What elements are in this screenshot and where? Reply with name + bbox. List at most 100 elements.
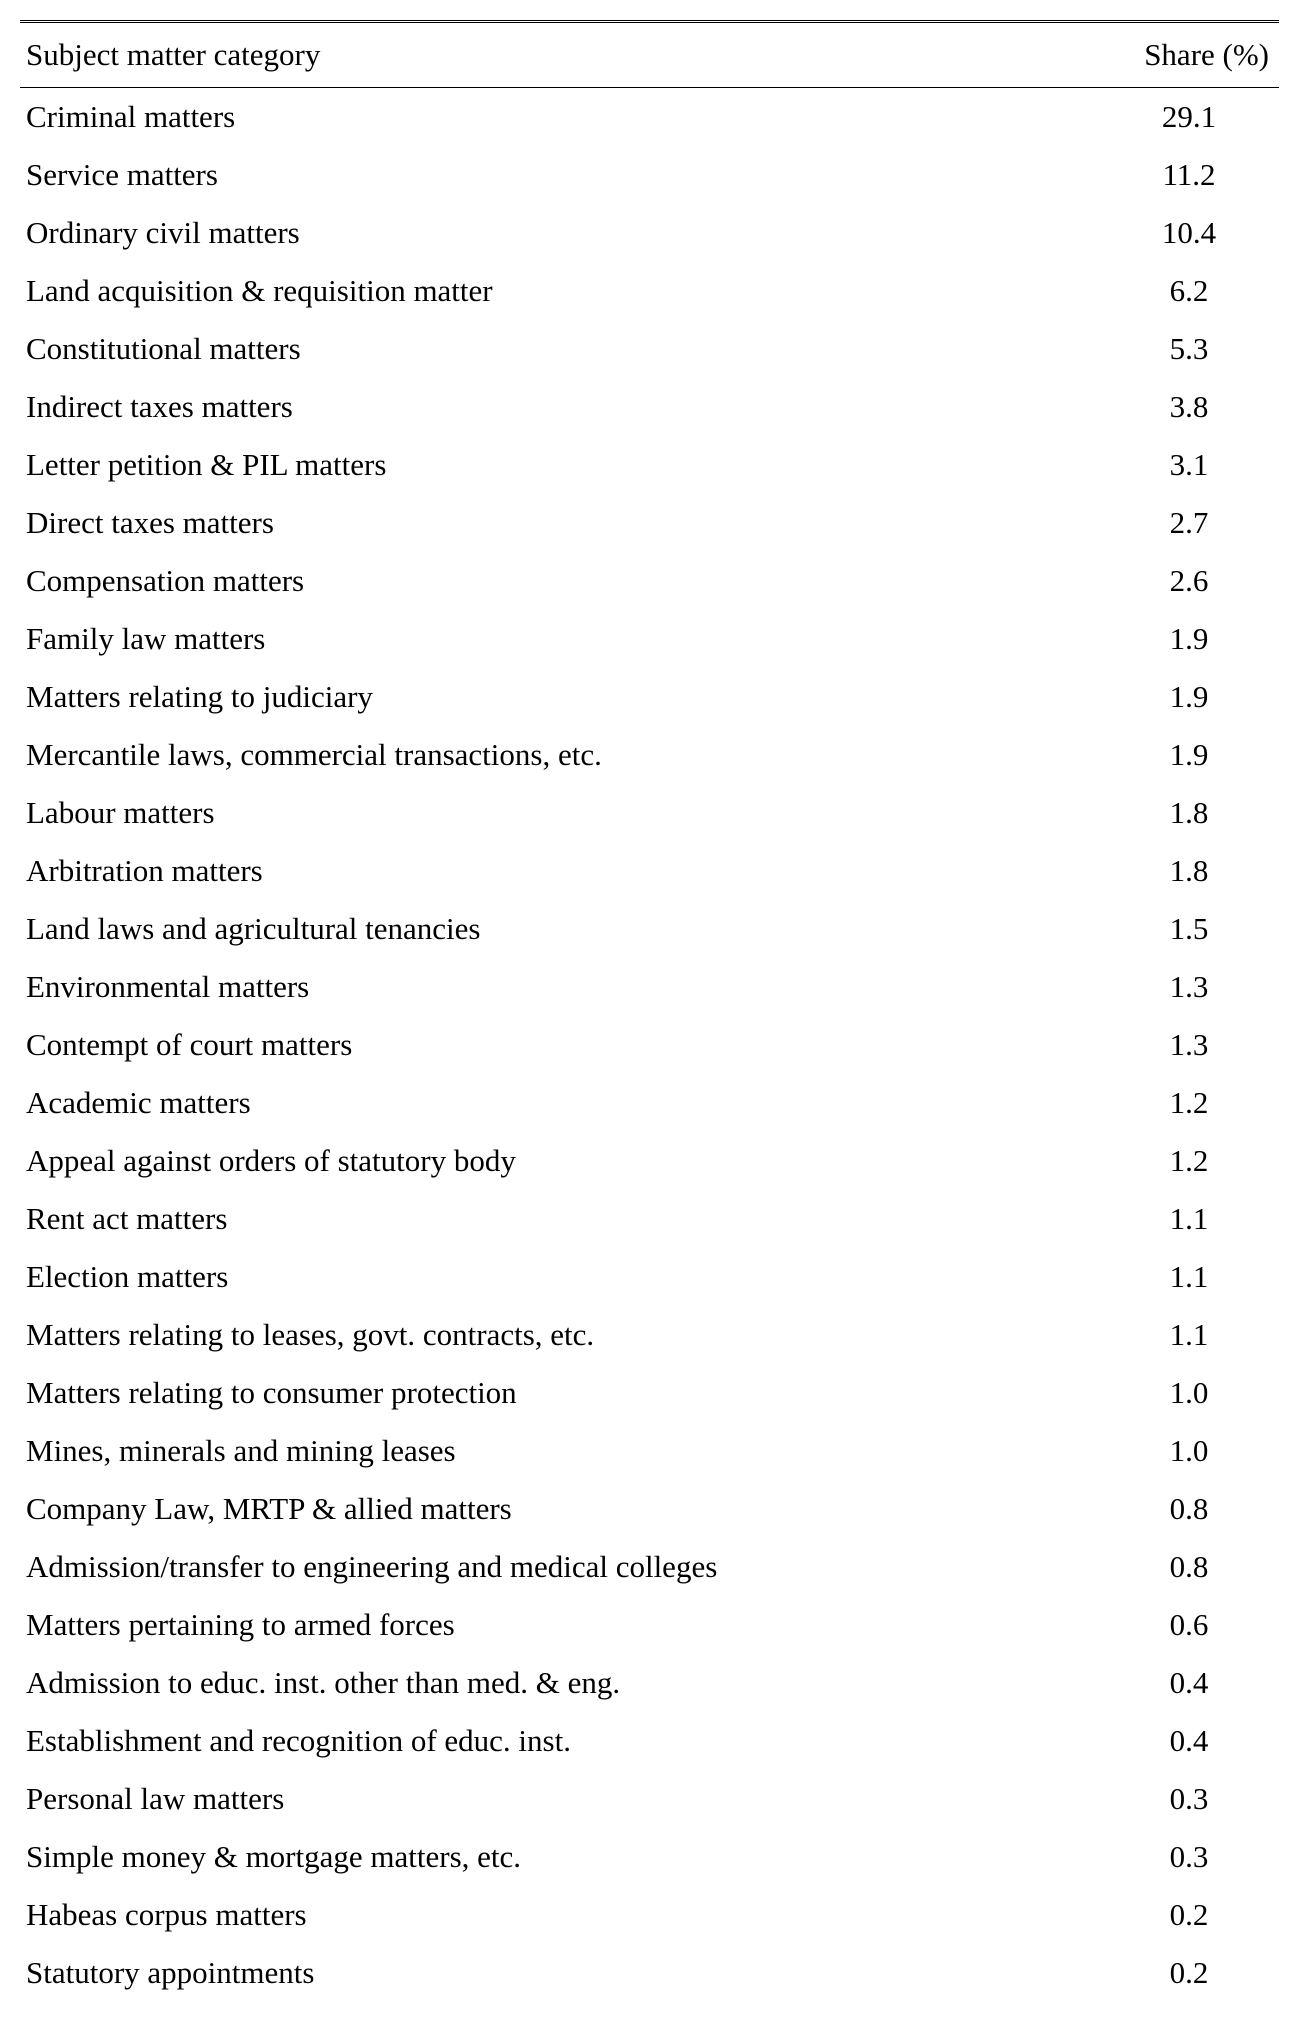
category-cell: Compensation matters xyxy=(20,552,1099,610)
share-cell: 0.8 xyxy=(1099,1538,1279,1596)
category-cell: Matters pertaining to armed forces xyxy=(20,1596,1099,1654)
table-row: Letter petition & PIL matters3.1 xyxy=(20,436,1279,494)
share-cell: 0.3 xyxy=(1099,1770,1279,1828)
share-cell: 0.4 xyxy=(1099,1654,1279,1712)
category-cell: Matters relating to judiciary xyxy=(20,668,1099,726)
share-cell: 0.6 xyxy=(1099,1596,1279,1654)
table-row: Family law matters1.9 xyxy=(20,610,1279,668)
category-cell: Ordinary civil matters xyxy=(20,204,1099,262)
category-cell: Admission to educ. inst. other than med.… xyxy=(20,1654,1099,1712)
share-cell: 1.9 xyxy=(1099,668,1279,726)
share-cell: 1.2 xyxy=(1099,1132,1279,1190)
table-header-row: Subject matter category Share (%) xyxy=(20,23,1279,88)
share-cell: 10.4 xyxy=(1099,204,1279,262)
category-cell: Mines, minerals and mining leases xyxy=(20,1422,1099,1480)
table-row: Matters pertaining to armed forces0.6 xyxy=(20,1596,1279,1654)
share-cell: 1.3 xyxy=(1099,1016,1279,1074)
category-cell: Arbitration matters xyxy=(20,842,1099,900)
share-cell: 1.1 xyxy=(1099,1306,1279,1364)
category-cell: Matters relating to leases, govt. contra… xyxy=(20,1306,1099,1364)
table-row: Rent act matters1.1 xyxy=(20,1190,1279,1248)
category-cell: Direct taxes matters xyxy=(20,494,1099,552)
share-cell: 29.1 xyxy=(1099,88,1279,147)
table-row: Simple money & mortgage matters, etc.0.3 xyxy=(20,1828,1279,1886)
share-cell: 1.2 xyxy=(1099,1074,1279,1132)
category-cell: Statutory appointments xyxy=(20,1944,1099,2002)
table-row: Contempt of court matters1.3 xyxy=(20,1016,1279,1074)
share-cell: 3.8 xyxy=(1099,378,1279,436)
category-cell: Contempt of court matters xyxy=(20,1016,1099,1074)
share-cell: 0.2 xyxy=(1099,1944,1279,2002)
table-row: Admission to educ. inst. other than med.… xyxy=(20,1654,1279,1712)
table-body: Criminal matters29.1Service matters11.2O… xyxy=(20,88,1279,2003)
table-row: Establishment and recognition of educ. i… xyxy=(20,1712,1279,1770)
share-cell: 1.0 xyxy=(1099,1364,1279,1422)
category-cell: Labour matters xyxy=(20,784,1099,842)
category-cell: Family law matters xyxy=(20,610,1099,668)
table-row: Admission/transfer to engineering and me… xyxy=(20,1538,1279,1596)
share-header: Share (%) xyxy=(1099,23,1279,88)
table-row: Statutory appointments0.2 xyxy=(20,1944,1279,2002)
table-row: Direct taxes matters2.7 xyxy=(20,494,1279,552)
table-row: Mines, minerals and mining leases1.0 xyxy=(20,1422,1279,1480)
category-header: Subject matter category xyxy=(20,23,1099,88)
category-cell: Admission/transfer to engineering and me… xyxy=(20,1538,1099,1596)
subject-matter-table: Subject matter category Share (%) Crimin… xyxy=(20,23,1279,2002)
table-row: Personal law matters0.3 xyxy=(20,1770,1279,1828)
category-cell: Establishment and recognition of educ. i… xyxy=(20,1712,1099,1770)
category-cell: Rent act matters xyxy=(20,1190,1099,1248)
category-cell: Service matters xyxy=(20,146,1099,204)
table-row: Appeal against orders of statutory body1… xyxy=(20,1132,1279,1190)
category-cell: Election matters xyxy=(20,1248,1099,1306)
share-cell: 1.3 xyxy=(1099,958,1279,1016)
share-cell: 0.2 xyxy=(1099,1886,1279,1944)
category-cell: Appeal against orders of statutory body xyxy=(20,1132,1099,1190)
category-cell: Academic matters xyxy=(20,1074,1099,1132)
share-cell: 11.2 xyxy=(1099,146,1279,204)
table-row: Election matters1.1 xyxy=(20,1248,1279,1306)
category-cell: Company Law, MRTP & allied matters xyxy=(20,1480,1099,1538)
subject-matter-table-container: Subject matter category Share (%) Crimin… xyxy=(20,20,1279,2002)
table-row: Labour matters1.8 xyxy=(20,784,1279,842)
category-cell: Matters relating to consumer protection xyxy=(20,1364,1099,1422)
share-cell: 1.1 xyxy=(1099,1248,1279,1306)
share-cell: 5.3 xyxy=(1099,320,1279,378)
table-row: Arbitration matters1.8 xyxy=(20,842,1279,900)
table-row: Matters relating to judiciary1.9 xyxy=(20,668,1279,726)
table-row: Compensation matters2.6 xyxy=(20,552,1279,610)
table-row: Ordinary civil matters10.4 xyxy=(20,204,1279,262)
category-cell: Constitutional matters xyxy=(20,320,1099,378)
table-row: Matters relating to consumer protection1… xyxy=(20,1364,1279,1422)
category-cell: Land acquisition & requisition matter xyxy=(20,262,1099,320)
table-row: Academic matters1.2 xyxy=(20,1074,1279,1132)
share-cell: 1.0 xyxy=(1099,1422,1279,1480)
category-cell: Mercantile laws, commercial transactions… xyxy=(20,726,1099,784)
category-cell: Environmental matters xyxy=(20,958,1099,1016)
category-cell: Habeas corpus matters xyxy=(20,1886,1099,1944)
table-row: Environmental matters1.3 xyxy=(20,958,1279,1016)
table-row: Habeas corpus matters0.2 xyxy=(20,1886,1279,1944)
category-cell: Land laws and agricultural tenancies xyxy=(20,900,1099,958)
table-row: Criminal matters29.1 xyxy=(20,88,1279,147)
category-cell: Letter petition & PIL matters xyxy=(20,436,1099,494)
share-cell: 1.9 xyxy=(1099,726,1279,784)
share-cell: 1.5 xyxy=(1099,900,1279,958)
share-cell: 6.2 xyxy=(1099,262,1279,320)
share-cell: 0.8 xyxy=(1099,1480,1279,1538)
category-cell: Indirect taxes matters xyxy=(20,378,1099,436)
share-cell: 1.9 xyxy=(1099,610,1279,668)
table-row: Matters relating to leases, govt. contra… xyxy=(20,1306,1279,1364)
category-cell: Simple money & mortgage matters, etc. xyxy=(20,1828,1099,1886)
share-cell: 1.8 xyxy=(1099,842,1279,900)
category-cell: Criminal matters xyxy=(20,88,1099,147)
share-cell: 2.6 xyxy=(1099,552,1279,610)
share-cell: 1.1 xyxy=(1099,1190,1279,1248)
table-row: Indirect taxes matters3.8 xyxy=(20,378,1279,436)
share-cell: 3.1 xyxy=(1099,436,1279,494)
table-row: Land acquisition & requisition matter6.2 xyxy=(20,262,1279,320)
table-row: Mercantile laws, commercial transactions… xyxy=(20,726,1279,784)
category-cell: Personal law matters xyxy=(20,1770,1099,1828)
table-row: Company Law, MRTP & allied matters0.8 xyxy=(20,1480,1279,1538)
share-cell: 0.4 xyxy=(1099,1712,1279,1770)
table-row: Land laws and agricultural tenancies1.5 xyxy=(20,900,1279,958)
